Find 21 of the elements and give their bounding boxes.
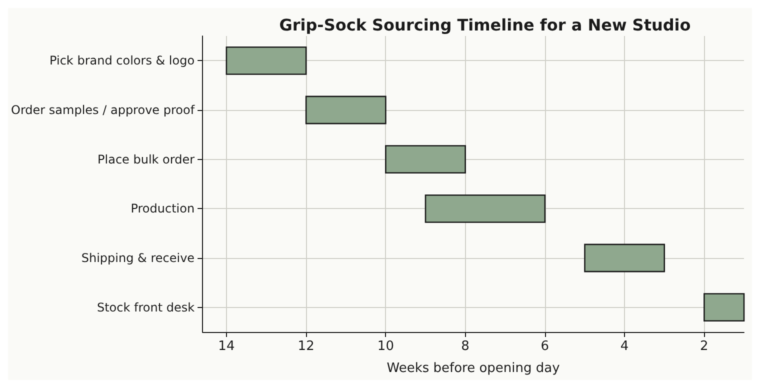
- chart-title: Grip-Sock Sourcing Timeline for a New Studio: [279, 16, 691, 34]
- bar: [704, 293, 745, 322]
- y-tick-label: Place bulk order: [98, 152, 195, 166]
- x-tick-label: 6: [540, 339, 550, 354]
- x-axis-title: Weeks before opening day: [386, 361, 560, 376]
- x-tick-label: 8: [461, 339, 470, 354]
- y-tick-label: Order samples / approve proof: [11, 103, 196, 117]
- x-tick-label: 4: [620, 339, 629, 354]
- bar: [305, 96, 386, 124]
- bar: [385, 145, 466, 174]
- x-tick-label: 10: [377, 339, 394, 354]
- x-tick-label: 2: [700, 339, 708, 354]
- bar: [226, 46, 307, 75]
- x-tick-label: 12: [298, 339, 314, 354]
- bar: [584, 244, 666, 272]
- x-tick-label: 14: [218, 339, 235, 354]
- y-tick-label: Shipping & receive: [81, 251, 195, 265]
- y-tick-label: Production: [130, 202, 195, 216]
- y-tick-label: Pick brand colors & logo: [50, 54, 195, 68]
- y-tick-label: Stock front desk: [96, 300, 195, 314]
- bar: [424, 194, 546, 223]
